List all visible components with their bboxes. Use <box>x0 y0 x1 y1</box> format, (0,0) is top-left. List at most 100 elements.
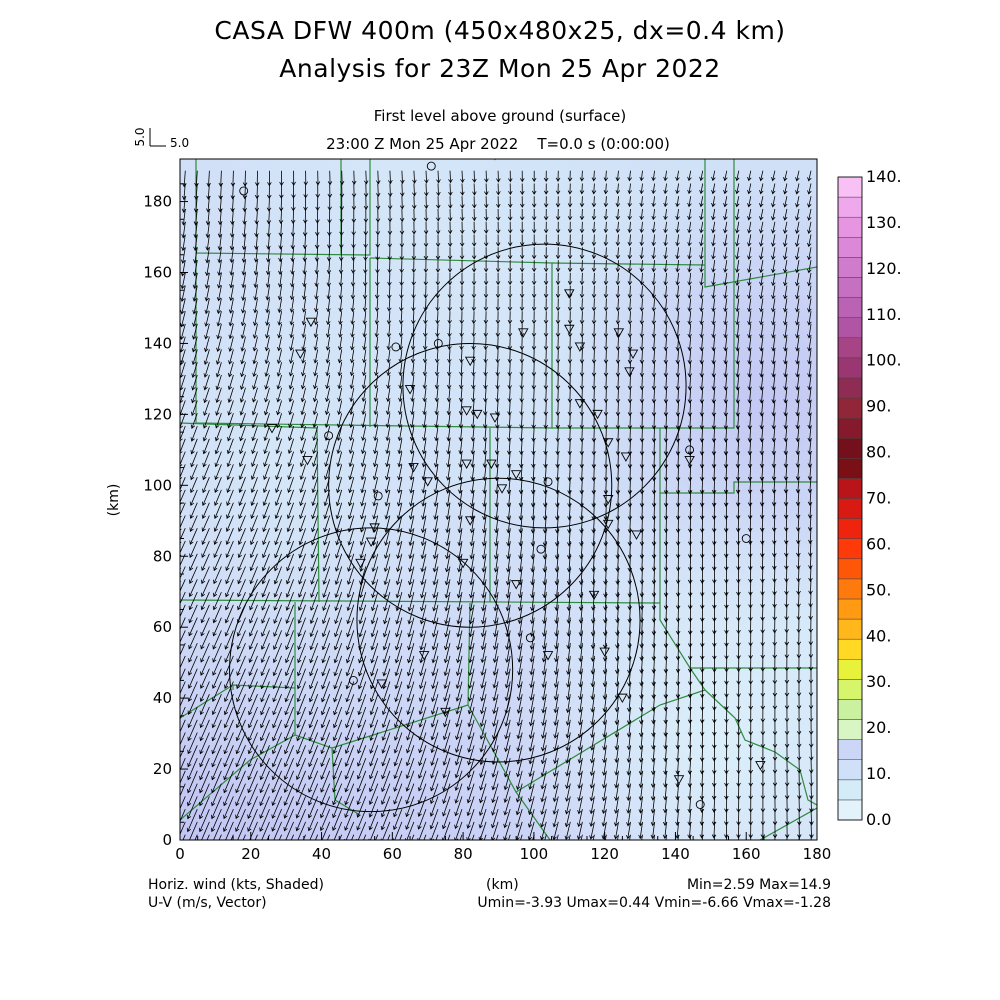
wind-vector <box>699 196 704 208</box>
colorbar-swatch <box>837 638 863 660</box>
wind-vector <box>301 349 306 364</box>
wind-vector <box>211 745 222 768</box>
wind-vector <box>435 221 441 235</box>
wind-vector <box>335 502 343 520</box>
wind-vector <box>399 208 405 223</box>
wind-vector <box>470 438 476 455</box>
wind-vector <box>309 630 319 651</box>
wind-vector <box>308 770 319 793</box>
wind-vector <box>239 438 246 455</box>
wind-vector <box>639 336 645 351</box>
wind-vector <box>589 796 595 815</box>
wind-vector <box>187 770 198 794</box>
wind-vector <box>296 681 306 703</box>
wind-vector <box>735 362 740 378</box>
wind-vector <box>238 451 246 468</box>
wind-vector <box>252 374 258 390</box>
wind-vector <box>555 221 561 234</box>
wind-vector <box>229 272 234 289</box>
wind-vector <box>370 655 379 677</box>
wind-vector <box>795 349 800 365</box>
wind-vector <box>297 655 306 677</box>
wind-vector <box>626 770 631 789</box>
wind-vector <box>444 592 451 612</box>
wind-vector <box>289 349 294 364</box>
wind-vector <box>495 221 501 234</box>
wind-vector <box>663 413 669 430</box>
wind-vector <box>675 349 681 365</box>
wind-vector <box>627 234 633 247</box>
wind-vector <box>783 272 788 287</box>
wind-vector <box>224 642 234 663</box>
wind-vector <box>592 834 595 840</box>
wind-vector <box>422 387 428 403</box>
wind-vector <box>639 387 645 404</box>
colorbar-swatch <box>837 558 863 580</box>
wind-vector <box>687 183 692 195</box>
wind-vector <box>663 349 669 365</box>
wind-vector <box>507 298 513 312</box>
wind-vector <box>398 311 404 325</box>
wind-vector <box>516 770 523 791</box>
wind-vector <box>368 808 379 831</box>
wind-vector <box>188 604 198 624</box>
wind-vector <box>459 285 465 299</box>
wind-vector <box>215 387 222 404</box>
wind-vector <box>334 553 343 572</box>
wind-vector <box>312 413 319 429</box>
wind-vector <box>393 757 403 780</box>
wind-vector <box>419 642 427 664</box>
wind-vector <box>459 234 465 247</box>
wind-vector <box>796 681 802 697</box>
wind-vector <box>312 438 319 455</box>
wind-vector <box>723 362 728 378</box>
wind-vector <box>699 247 704 260</box>
wind-vector <box>302 260 307 275</box>
wind-vector <box>807 234 812 248</box>
wind-vector <box>211 732 222 755</box>
wind-vector <box>531 183 537 195</box>
wind-vector <box>272 719 282 742</box>
wind-vector <box>759 234 764 247</box>
wind-vector <box>699 783 705 801</box>
wind-vector <box>490 821 499 840</box>
wind-vector <box>601 783 607 802</box>
wind-vector <box>771 400 776 417</box>
wind-vector <box>723 426 729 443</box>
wind-vector <box>603 400 609 417</box>
wind-vector <box>615 208 621 221</box>
wind-vector <box>807 285 812 300</box>
wind-vector <box>285 630 294 651</box>
wind-vector <box>308 681 319 703</box>
wind-vector <box>723 438 729 456</box>
wind-vector <box>435 234 441 248</box>
wind-vector <box>308 719 319 742</box>
wind-vector <box>784 732 790 749</box>
wind-vector <box>418 694 427 715</box>
wind-vector <box>375 208 381 223</box>
wind-vector <box>251 425 258 442</box>
wind-vector <box>447 336 452 351</box>
wind-vector <box>189 515 198 533</box>
wind-vector <box>442 783 451 804</box>
x-tick-label: 100 <box>520 845 549 863</box>
wind-vector <box>339 209 344 224</box>
wind-vector <box>478 808 487 829</box>
wind-vector <box>784 528 789 545</box>
wind-vector <box>508 183 513 196</box>
station-triangle <box>489 413 501 423</box>
wind-vector <box>639 592 645 611</box>
wind-vector <box>327 196 332 211</box>
wind-vector <box>284 668 294 690</box>
wind-vector <box>381 719 391 741</box>
wind-vector <box>252 336 258 352</box>
wind-vector <box>454 808 463 830</box>
wind-vector <box>444 553 451 573</box>
wind-vector <box>543 336 549 351</box>
wind-vector <box>337 349 343 364</box>
wind-vector <box>192 298 198 315</box>
wind-vector <box>362 349 367 364</box>
wind-vector <box>507 272 513 286</box>
footer-shaded-label: Horiz. wind (kts, Shaded) <box>148 877 324 893</box>
wind-vector <box>663 336 669 352</box>
